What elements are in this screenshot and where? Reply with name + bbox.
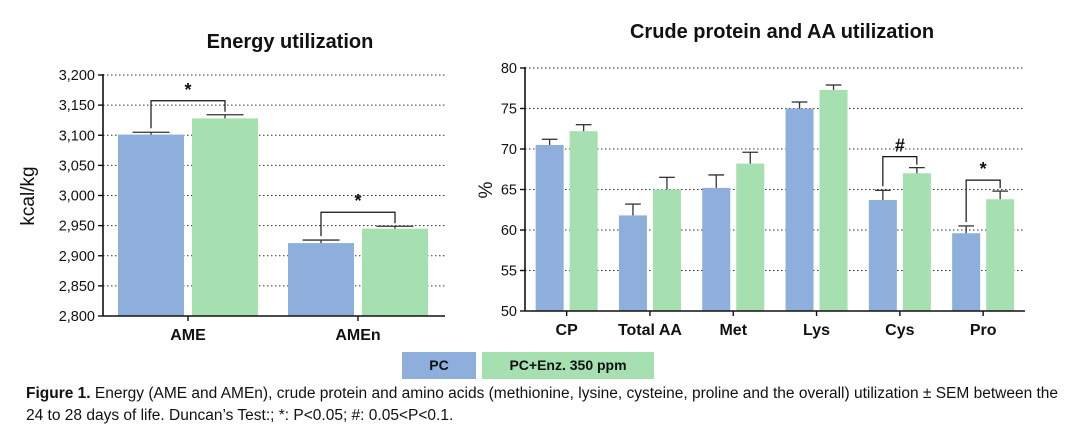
- y-axis-label: %: [476, 181, 497, 198]
- x-tick-label: CP: [556, 322, 579, 339]
- bar-pc-ame: [118, 134, 184, 316]
- bar-enz-total-aa: [652, 189, 681, 311]
- x-tick-label: Total AA: [618, 322, 682, 339]
- y-tick-label: 60: [501, 223, 517, 239]
- x-tick-label: AMEn: [335, 327, 380, 344]
- y-axis-label: kcal/kg: [18, 166, 39, 225]
- bar-enz-met: [736, 163, 765, 311]
- bar-enz-cp: [569, 131, 598, 311]
- y-tick-label: 3,150: [59, 98, 95, 114]
- significance-bracket: [882, 156, 918, 187]
- bar-enz-cys: [902, 173, 931, 311]
- bar-enz-amen: [362, 228, 428, 316]
- x-tick-label: Pro: [970, 322, 997, 339]
- significance-mark: *: [354, 191, 361, 211]
- y-tick-label: 3,100: [59, 128, 95, 144]
- y-tick-label: 2,900: [59, 249, 95, 265]
- significance-bracket: [320, 211, 396, 237]
- y-tick-label: 3,200: [59, 68, 95, 84]
- bar-enz-lys: [819, 89, 848, 312]
- bar-pc-cys: [868, 200, 897, 311]
- energy-utilization-chart: Energy utilization kcal/kg 2,800 2,850 2,900…: [18, 31, 445, 344]
- chart-title: Energy utilization: [207, 31, 374, 53]
- bar-enz-ame: [192, 118, 258, 316]
- protein-aa-utilization-chart: Crude protein and AA utilization% 50 55 60 6…: [476, 21, 1025, 339]
- y-tick-label: 65: [501, 183, 517, 199]
- y-tick-label: 55: [501, 264, 517, 280]
- bar-pc-pro: [952, 233, 981, 311]
- legend-item-pc: PC: [402, 352, 476, 379]
- y-tick-label: 50: [501, 304, 517, 320]
- bar-enz-pro: [986, 199, 1015, 311]
- caption-text: Energy (AME and AMEn), crude protein and…: [26, 385, 1059, 424]
- figure-caption: Figure 1. Energy (AME and AMEn), crude p…: [26, 383, 1066, 427]
- bar-pc-amen: [288, 243, 354, 316]
- y-tick-label: 70: [501, 142, 517, 158]
- caption-lead: Figure 1.: [26, 385, 91, 402]
- significance-bracket: [965, 179, 1001, 222]
- x-tick-label: Met: [719, 322, 747, 339]
- y-tick-label: 80: [501, 61, 517, 77]
- bar-pc-met: [702, 187, 731, 311]
- bar-pc-cp: [535, 144, 564, 311]
- y-tick-label: 75: [501, 102, 517, 118]
- x-tick-label: AME: [170, 327, 206, 344]
- x-tick-label: Cys: [885, 322, 914, 339]
- y-tick-label: 2,950: [59, 219, 95, 235]
- y-tick-label: 3,000: [59, 189, 95, 205]
- y-tick-label: 2,850: [59, 279, 95, 295]
- significance-mark: *: [980, 159, 987, 179]
- significance-bracket: [150, 100, 226, 129]
- bar-pc-total-aa: [618, 215, 647, 311]
- x-tick-label: Lys: [803, 322, 830, 339]
- y-tick-label: 3,050: [59, 158, 95, 174]
- legend-item-pc-enz: PC+Enz. 350 ppm: [482, 352, 654, 379]
- chart-title: Crude protein and AA utilization: [630, 21, 934, 43]
- legend: PC PC+Enz. 350 ppm: [402, 352, 654, 379]
- y-tick-label: 2,800: [59, 309, 95, 325]
- significance-mark: #: [895, 136, 905, 156]
- bar-pc-lys: [785, 108, 814, 311]
- significance-mark: *: [184, 80, 191, 100]
